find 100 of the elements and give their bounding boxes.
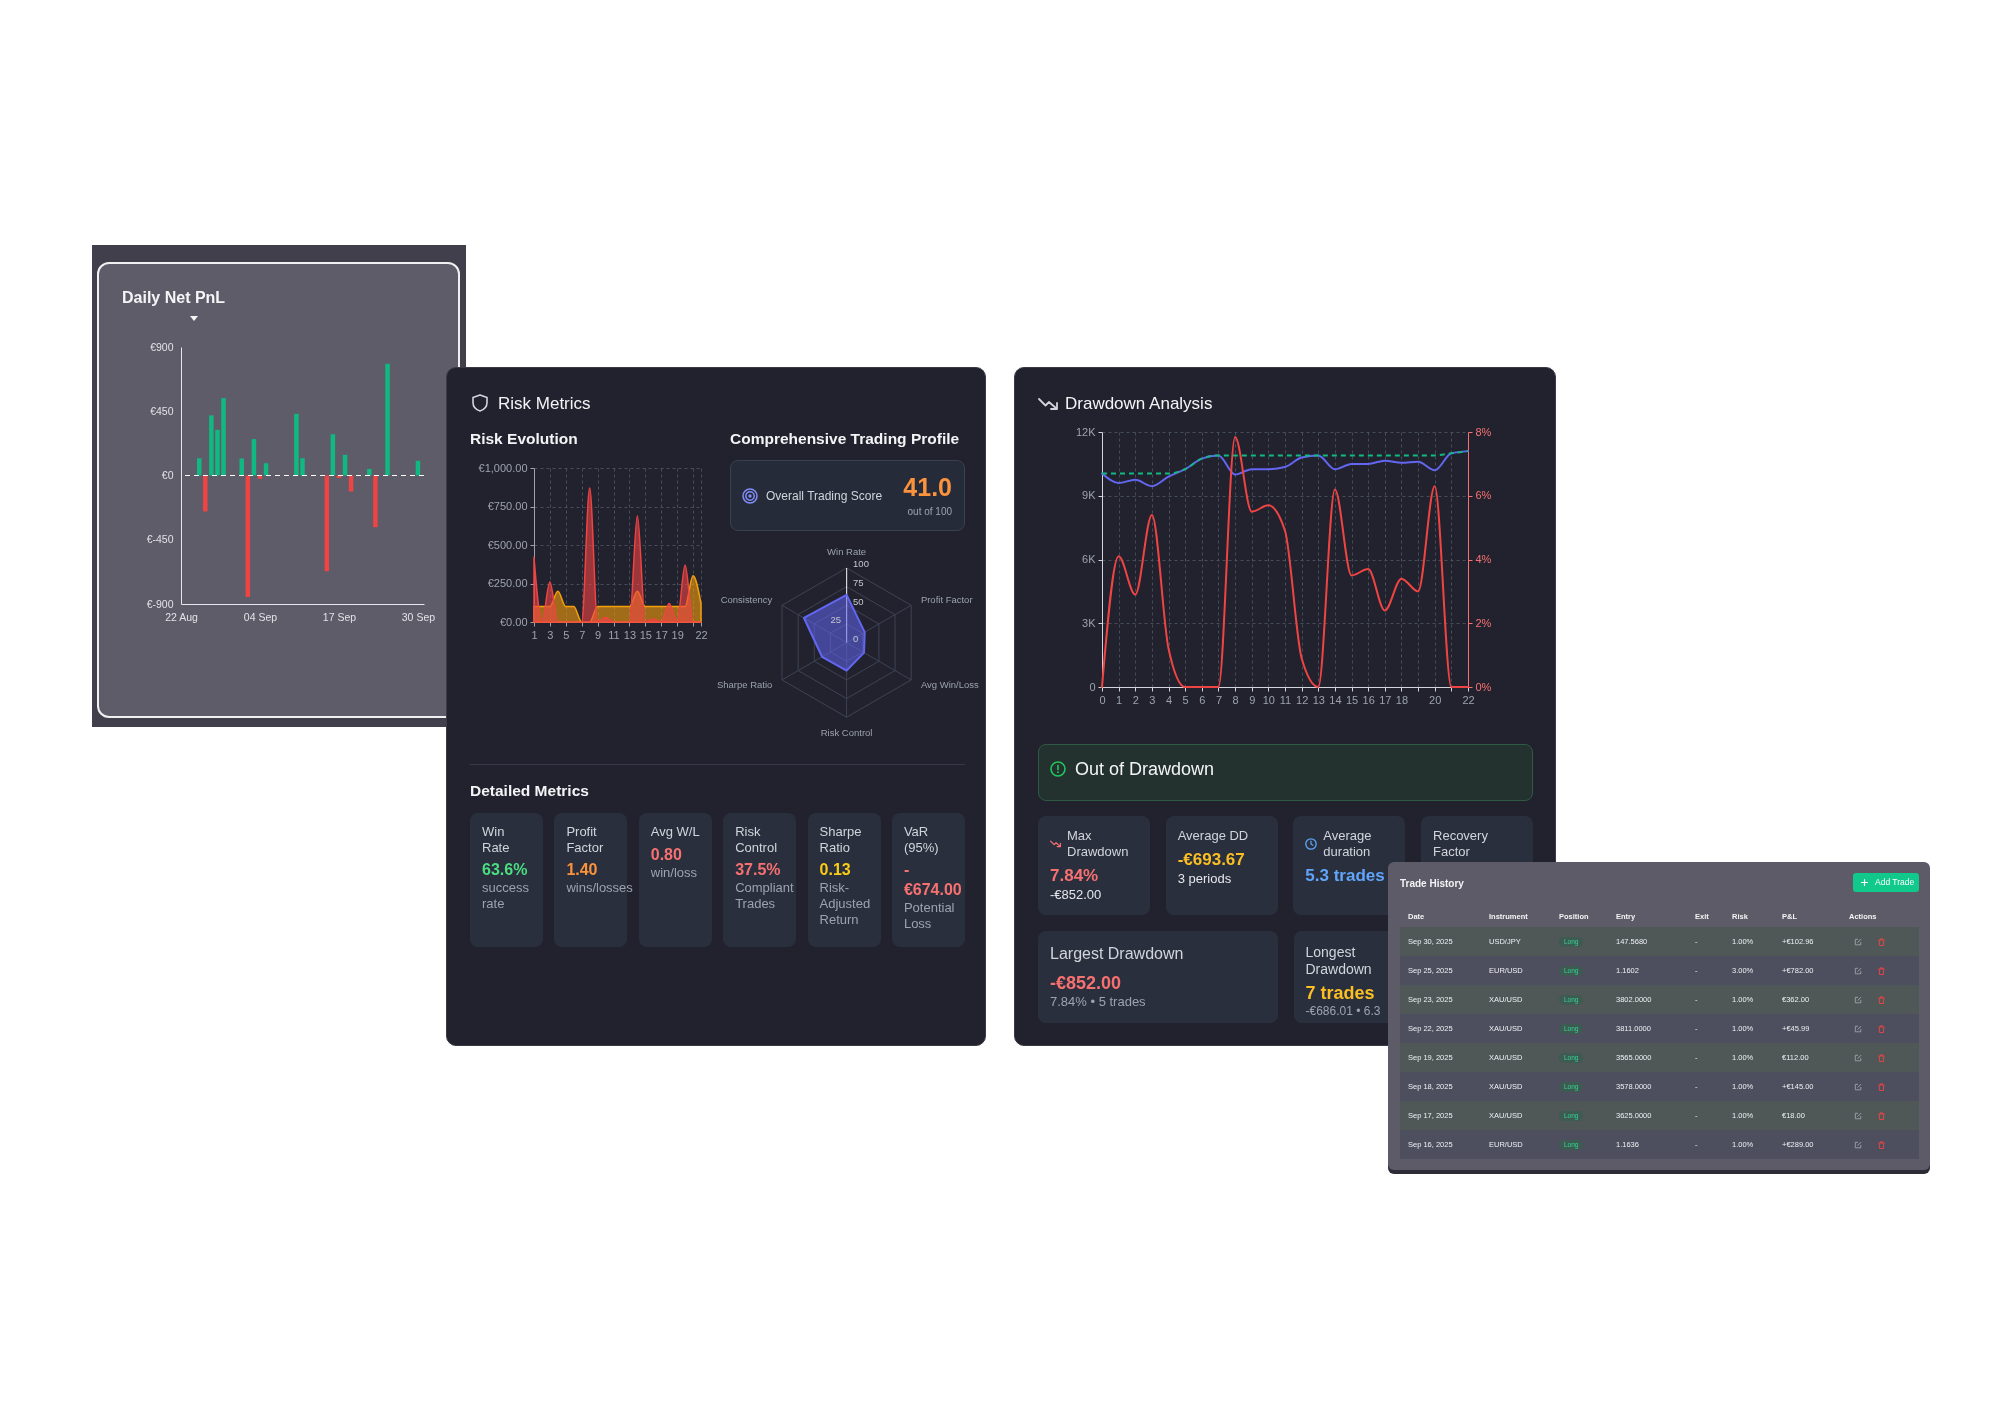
text: 3 periods [1177, 871, 1233, 887]
text: Compliant Trades [735, 880, 794, 912]
y-tick-label: €450 [150, 404, 174, 417]
text: 7 trades [1305, 983, 1375, 1003]
category-label: Longest Drawdown [1305, 944, 1373, 978]
x-tick-label: 13 [623, 628, 637, 641]
x-tick-label: 5 [1182, 693, 1189, 706]
x-tick-label: 22 Aug [165, 610, 199, 623]
spoke-label: Profit Factor [921, 594, 973, 606]
category-label: VaR (95%) [903, 824, 940, 856]
x-tick-label: 7 [1215, 693, 1223, 706]
y-tick-label: 3K [1082, 616, 1097, 629]
line-series [1101, 450, 1469, 488]
text: -€686.01 • 6.3 [1305, 1004, 1382, 1019]
x-tick-label: 14 [1329, 693, 1342, 706]
y-tick-label: €-900 [146, 597, 174, 610]
y-tick-label: €750.00 [487, 500, 528, 512]
text: Detailed Metrics [470, 780, 589, 800]
y-tick-label: €1,000.00 [478, 461, 528, 474]
y-tick-label: 0 [1089, 680, 1096, 693]
y-tick-label: 75 [853, 577, 865, 589]
text: Risk-Adjusted Return [819, 880, 871, 928]
x-tick-label: 7 [579, 628, 586, 641]
x-tick-label: 17 [1379, 693, 1392, 706]
x-tick-label: 12 [1296, 693, 1309, 706]
spoke-label: Avg Win/Loss [921, 679, 980, 691]
y-tick-label: €500.00 [487, 538, 528, 551]
text: Overall Trading Score [766, 488, 883, 504]
text: Potential Loss [903, 900, 955, 932]
text: 63.6% [482, 861, 528, 879]
button: Add Trade [1853, 873, 1919, 892]
text: win/loss [650, 864, 698, 881]
x-tick-label: 22 [695, 628, 708, 641]
category-label: Largest Drawdown [1050, 944, 1184, 964]
chart-title: Comprehensive Trading Profile [730, 428, 960, 448]
text: wins/losses [566, 880, 633, 897]
x-tick-label: 3 [1149, 693, 1156, 706]
text: -€852.00 [1050, 887, 1103, 903]
category-label: Max Drawdown [1067, 828, 1130, 860]
y2-tick-label: 8% [1475, 425, 1492, 438]
y-tick-label: 100 [853, 558, 870, 570]
y-tick-label: €-450 [146, 533, 174, 546]
text: -€852.00 [1050, 973, 1122, 993]
y-tick-label: €900 [150, 340, 174, 353]
bar [342, 454, 348, 476]
spoke-label: Consistency [721, 594, 773, 606]
category-label: Average duration [1323, 828, 1373, 860]
bar [196, 458, 202, 476]
y-tick-label: 12K [1075, 425, 1097, 438]
y-tick-label: 50 [853, 596, 865, 608]
spoke-label: Win Rate [827, 546, 867, 558]
bar [263, 463, 269, 476]
x-tick-label: 22 [1462, 693, 1475, 706]
spoke-label: Risk Control [821, 727, 873, 739]
x-tick-label: 11 [608, 628, 620, 641]
text: 41.0 [903, 471, 952, 503]
text: 7.84% • 5 trades [1050, 994, 1147, 1010]
x-tick-label: 15 [639, 628, 652, 641]
line-series [1101, 450, 1469, 475]
bar [251, 439, 257, 476]
x-tick-label: 11 [1279, 693, 1292, 706]
bar [367, 468, 372, 476]
x-tick-label: 17 [655, 628, 668, 641]
x-tick-label: 16 [1362, 693, 1375, 706]
y2-tick-label: 4% [1475, 553, 1492, 565]
bar [373, 475, 378, 528]
line-series [1101, 436, 1469, 688]
x-tick-label: 20 [1429, 693, 1442, 706]
y-tick-label: 6K [1082, 553, 1097, 565]
category-label: Average DD [1177, 828, 1249, 844]
spoke-label: Sharpe Ratio [717, 679, 773, 691]
y2-tick-label: 6% [1475, 489, 1492, 502]
y2-tick-label: 0% [1475, 680, 1492, 693]
category-label: Win Rate [482, 824, 511, 856]
text: Out of Drawdown [1075, 757, 1215, 781]
y2-tick-label: 2% [1475, 616, 1492, 629]
text: success rate [482, 880, 530, 912]
x-tick-label: 8 [1232, 693, 1239, 706]
category-label: Sharpe Ratio [819, 824, 863, 856]
category-label: Profit Factor [566, 824, 605, 856]
y-tick-label: 9K [1082, 489, 1097, 502]
text: out of 100 [907, 504, 952, 518]
x-tick-label: 30 Sep [401, 610, 436, 623]
x-tick-label: 5 [563, 628, 570, 641]
category-label: Recovery Factor [1433, 828, 1489, 860]
text: -€693.67 [1177, 850, 1245, 869]
x-tick-label: 04 Sep [243, 610, 278, 623]
x-tick-label: 9 [595, 628, 602, 641]
x-tick-label: 2 [1132, 693, 1139, 706]
category-label: Avg W/L [650, 824, 700, 840]
x-tick-label: 10 [1262, 693, 1275, 706]
x-tick-label: 15 [1345, 693, 1359, 706]
text: 5.3 trades [1305, 866, 1385, 885]
y-tick-label: €0.00 [499, 615, 528, 628]
x-tick-label: 6 [1199, 693, 1206, 706]
category-label: Risk Control [735, 824, 779, 856]
text: 1.40 [566, 861, 598, 879]
x-tick-label: 0 [1099, 693, 1106, 706]
y-tick-label: 25 [830, 614, 842, 626]
text: -€674.00 [903, 861, 962, 899]
